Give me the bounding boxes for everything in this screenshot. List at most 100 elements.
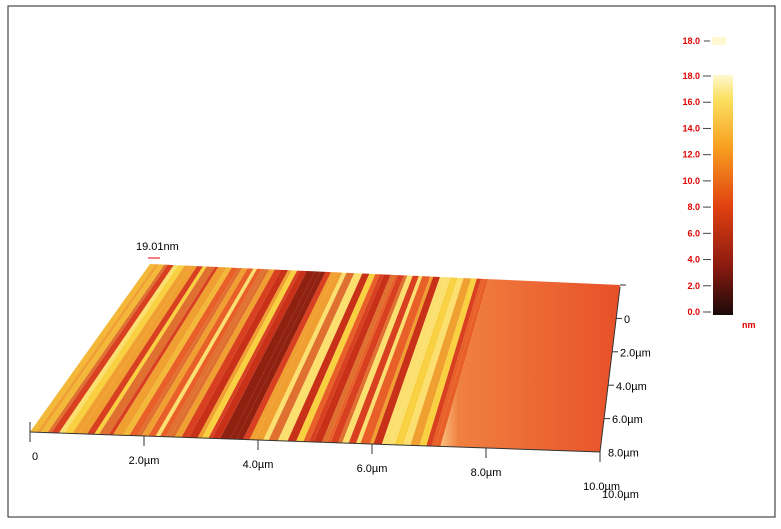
ridge: [296, 273, 376, 442]
ridge: [159, 268, 262, 437]
colorbar-labels: 18.0 16.0 14.0 12.0 10.0 8.0 6.0 4.0 2.0 0.0: [682, 71, 711, 317]
ridge: [112, 267, 227, 436]
ridge: [287, 273, 370, 442]
colorbar-unit: nm: [742, 320, 756, 330]
ridge: [308, 274, 385, 442]
y-tick-label: 6.0µm: [612, 414, 643, 426]
ridge: [399, 277, 458, 446]
ridge: [403, 277, 464, 446]
colorbar: [713, 75, 733, 315]
ridge: [327, 274, 398, 443]
colorbar-top-label: 18.0: [682, 36, 700, 46]
ridge: [169, 269, 270, 438]
ridge: [174, 269, 275, 438]
ridge: [64, 265, 185, 434]
ridge: [137, 267, 243, 436]
ridge: [197, 270, 292, 439]
ridge: [338, 275, 408, 443]
x-tick-label: 0: [32, 451, 38, 463]
ridge: [268, 272, 355, 441]
x-tick-label: 4.0µm: [243, 459, 274, 471]
y-tick-label: 4.0µm: [616, 381, 647, 393]
ridge: [356, 276, 423, 444]
x-tick-label: 8.0µm: [471, 467, 502, 479]
x-tick-label: 2.0µm: [129, 455, 160, 467]
ridge: [165, 268, 266, 437]
ridge: [277, 273, 363, 442]
colorbar-swatch: [712, 37, 726, 45]
ridge: [129, 267, 239, 436]
ridge: [236, 271, 326, 440]
x-axis: [29, 431, 601, 453]
ridge: [58, 265, 179, 434]
ridge: [263, 272, 347, 441]
ridge: [181, 269, 282, 438]
colorbar-label: 12.0: [682, 150, 700, 160]
ridge: [373, 276, 441, 445]
ridge: [208, 270, 301, 439]
ridge: [148, 268, 254, 437]
ridge: [230, 271, 321, 440]
y-tick-label: 8.0µm: [608, 448, 639, 460]
y-tick-label: 10.0µm: [602, 489, 639, 501]
x-axis-labels: 0 2.0µm 4.0µm 6.0µm 8.0µm 10.0µm: [29, 432, 620, 493]
ridge: [254, 272, 343, 441]
ridge: [72, 265, 191, 434]
ridge: [389, 277, 451, 445]
ridge: [86, 266, 203, 435]
colorbar-label: 4.0: [687, 255, 700, 265]
ridge: [122, 267, 232, 436]
ridge: [94, 266, 207, 435]
ridge: [249, 272, 336, 440]
flat-region: [440, 279, 620, 452]
colorbar-label: 10.0: [682, 176, 700, 186]
ridge: [321, 274, 396, 443]
ridge: [108, 266, 219, 435]
ridge: [242, 271, 331, 440]
y-tick-label: 0: [624, 314, 630, 326]
z-scale-label: 19.01nm: [136, 241, 179, 253]
ridge: [426, 278, 482, 447]
colorbar-label: 0.0: [687, 307, 700, 317]
ridge: [394, 277, 455, 445]
x-tick-label: 10.0µm: [583, 481, 620, 493]
ridge: [313, 274, 391, 443]
ridge: [188, 269, 289, 438]
ridge: [212, 270, 307, 439]
colorbar-label: 18.0: [682, 71, 700, 81]
ridge: [303, 274, 380, 442]
ridge: [381, 276, 447, 445]
colorbar-label: 16.0: [682, 97, 700, 107]
frame: [7, 5, 776, 518]
surface: [30, 264, 620, 452]
y-axis: [599, 286, 621, 453]
colorbar-label: 14.0: [682, 123, 700, 133]
ridge: [141, 268, 248, 437]
ridge: [78, 265, 197, 434]
ridge: [220, 271, 316, 440]
ridge: [36, 264, 160, 433]
ridge: [342, 275, 413, 444]
colorbar-label: 6.0: [687, 228, 700, 238]
y-tick-label: 2.0µm: [620, 347, 651, 359]
ridge: [330, 275, 405, 443]
ridge: [155, 268, 258, 437]
ridge: [51, 264, 174, 434]
ridge: [360, 276, 431, 444]
ridge: [47, 264, 168, 433]
colorbar-label: 8.0: [687, 202, 700, 212]
y-axis-labels: 0 2.0µm 4.0µm 6.0µm 8.0µm 10.0µm: [602, 284, 651, 501]
ridge: [201, 270, 298, 439]
ridge: [40, 264, 165, 433]
ridge: [30, 264, 156, 433]
ridge: [348, 275, 419, 444]
ridge: [419, 278, 477, 446]
colorbar-label: 2.0: [687, 281, 700, 291]
ridge: [369, 276, 434, 445]
ridge: [98, 266, 215, 435]
ridge: [410, 278, 472, 446]
ridge: [435, 278, 489, 447]
ridge: [431, 278, 485, 447]
x-tick-label: 6.0µm: [357, 463, 388, 475]
